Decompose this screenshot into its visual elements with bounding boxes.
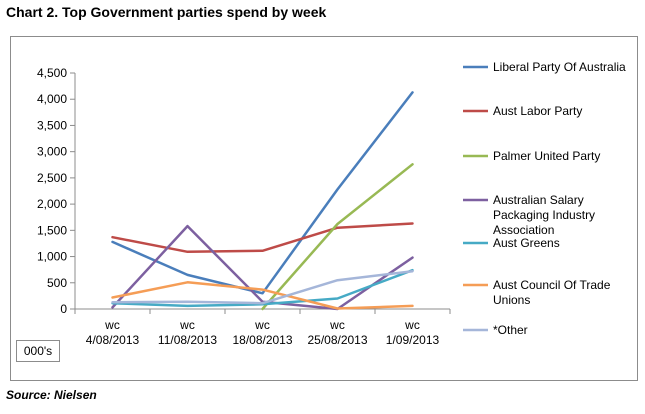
x-tick-label: 18/08/2013	[232, 333, 292, 347]
y-tick-label: 4,000	[37, 92, 67, 106]
series-line	[111, 91, 414, 295]
legend-label: Palmer United Party	[493, 149, 600, 163]
x-tick-label: wc	[329, 318, 345, 332]
legend-label: Association	[493, 223, 554, 237]
y-tick-label: 3,500	[37, 118, 67, 132]
legend-label: Liberal Party Of Australia	[493, 60, 626, 74]
y-tick-label: 3,000	[37, 145, 67, 159]
x-tick-label: wc	[179, 318, 195, 332]
series-line	[111, 222, 414, 254]
series-line	[111, 281, 414, 310]
legend-label: Australian Salary	[493, 193, 584, 207]
x-tick-label: wc	[254, 318, 270, 332]
y-tick-label: 1,500	[37, 223, 67, 237]
legend-label: Aust Labor Party	[493, 104, 582, 118]
series-line	[261, 163, 414, 311]
legend: Liberal Party Of Australia Aust Labor Par…	[463, 60, 626, 337]
x-tick-label: 4/08/2013	[86, 333, 140, 347]
chart-frame	[10, 36, 638, 381]
series-line	[111, 224, 414, 311]
y-tick-label: 2,500	[37, 171, 67, 185]
legend-label: Aust Council Of Trade	[493, 278, 611, 292]
y-tick-label: 1,000	[37, 250, 67, 264]
x-tick-label: wc	[404, 318, 420, 332]
x-tick-label: 11/08/2013	[158, 333, 217, 347]
y-tick-label: 2,000	[37, 197, 67, 211]
y-tick-label: 0	[60, 302, 67, 316]
series-line	[111, 269, 414, 305]
source-note: Source: Nielsen	[6, 388, 97, 402]
legend-label: Packaging Industry	[493, 208, 595, 222]
x-tick-label: wc	[104, 318, 120, 332]
axes: 0 500 1,000 1,500 2,000 2,500 3,000 3,500 4,000 4…	[37, 66, 451, 347]
legend-label: Aust Greens	[493, 236, 560, 250]
series-lines	[111, 91, 414, 311]
chart-title: Chart 2. Top Government parties spend by…	[6, 4, 327, 20]
legend-label: *Other	[493, 323, 528, 337]
unit-label: 000's	[16, 340, 60, 362]
x-tick-label: 25/08/2013	[307, 333, 367, 347]
y-tick-label: 4,500	[37, 66, 67, 80]
legend-label: Unions	[493, 293, 530, 307]
x-tick-label: 1/09/2013	[386, 333, 440, 347]
y-tick-label: 500	[47, 276, 67, 290]
